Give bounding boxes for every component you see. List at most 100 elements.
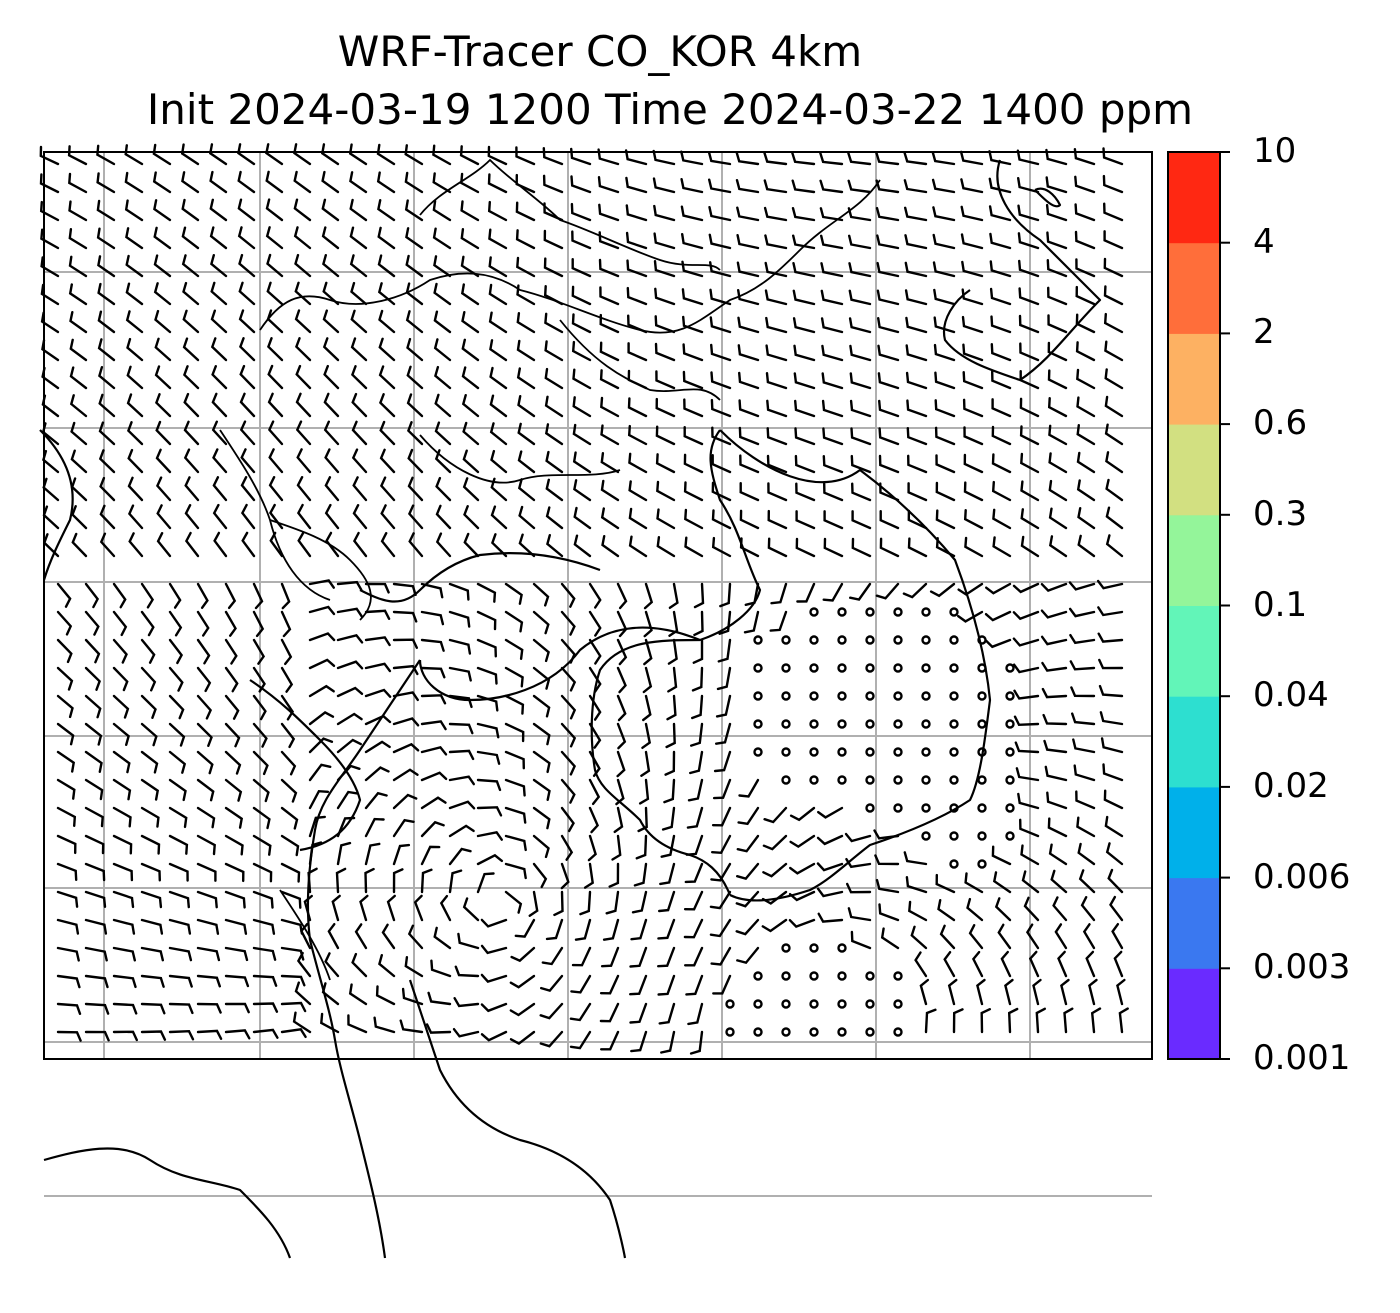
calm-marker (753, 635, 763, 645)
wind-barb (322, 281, 340, 306)
wind-barb (224, 638, 238, 665)
wind-barb (504, 722, 525, 743)
wind-barb (239, 364, 256, 390)
wind-barb (1075, 258, 1096, 278)
wind-barb (1047, 817, 1068, 838)
wind-barb (267, 337, 284, 362)
wind-barb (878, 903, 900, 922)
wind-barb (1000, 950, 1012, 978)
wind-barb (1040, 609, 1068, 619)
wind-barb (904, 234, 928, 250)
wind-barb (553, 890, 564, 917)
wind-barb (69, 338, 88, 362)
wind-barb (224, 694, 240, 720)
wind-barb (252, 1002, 279, 1013)
wind-barb (515, 146, 536, 166)
wind-barb (791, 179, 816, 194)
wind-barb (990, 315, 1012, 334)
wind-barb (69, 311, 88, 334)
calm-marker (893, 607, 903, 617)
wind-barb (433, 338, 452, 362)
wind-barb (1088, 978, 1098, 1006)
wind-barb (252, 582, 264, 610)
wind-barb (656, 536, 676, 558)
wind-barb (516, 367, 536, 390)
wind-barb (1111, 923, 1124, 950)
wind-barb (266, 309, 284, 334)
wind-barb (433, 926, 452, 950)
calm-marker (837, 747, 847, 757)
wind-barb (635, 834, 648, 860)
wind-barb (56, 862, 78, 881)
wind-barb (822, 427, 844, 446)
wind-barb (294, 981, 312, 1006)
wind-barb (112, 862, 134, 882)
wind-barb (448, 722, 474, 735)
calm-marker (837, 663, 847, 673)
wind-barb (579, 890, 592, 916)
wind-barb (588, 582, 602, 609)
wind-barb (1097, 606, 1124, 617)
wind-barb (963, 426, 984, 446)
wind-barb (914, 951, 928, 978)
wind-barb (509, 1002, 536, 1017)
wind-barb (540, 974, 564, 992)
wind-barb (448, 638, 472, 655)
wind-barb (280, 638, 293, 666)
wind-barb (280, 862, 301, 883)
wind-barb (392, 742, 420, 754)
wind-barb (1041, 687, 1068, 699)
wind-barb (1105, 534, 1124, 558)
wind-barb (352, 531, 368, 558)
wind-barb (1072, 738, 1096, 754)
wind-barb (84, 582, 100, 609)
wind-barb (350, 337, 368, 362)
wind-barb (84, 834, 105, 855)
calm-marker (949, 607, 959, 617)
wind-barb (599, 974, 620, 995)
wind-barb (168, 1002, 194, 1015)
wind-barb (1017, 792, 1040, 810)
wind-barb (710, 946, 732, 966)
calm-marker (865, 1027, 875, 1037)
wind-barb (711, 536, 732, 558)
wind-barb (1019, 425, 1040, 446)
wind-barb (97, 282, 116, 306)
wind-barb (571, 946, 592, 967)
wind-barb (739, 454, 760, 474)
wind-barb (140, 946, 164, 962)
wind-barb (480, 944, 508, 955)
wind-barb (98, 449, 116, 474)
calm-marker (809, 719, 819, 729)
wind-barb (542, 174, 564, 194)
wind-barb (793, 372, 816, 390)
wind-barb (308, 710, 335, 726)
wind-barb (351, 952, 368, 978)
wind-barb (420, 582, 444, 599)
wind-barb (739, 482, 760, 502)
wind-barb (112, 666, 129, 692)
wind-barb (964, 536, 984, 558)
wind-barb (364, 791, 388, 810)
wind-barb (1104, 340, 1124, 362)
wind-barb (224, 1002, 250, 1014)
colorbar-tick-label: 0.04 (1253, 675, 1329, 716)
wind-barb (765, 372, 788, 390)
wind-barb (931, 151, 956, 166)
wind-barb (268, 476, 284, 502)
wind-barb (598, 258, 620, 278)
wind-barb (517, 450, 536, 474)
wind-barb (819, 179, 844, 194)
wind-barb (168, 582, 182, 609)
wind-barb (39, 200, 60, 222)
wind-barb (545, 450, 564, 474)
wind-barb (692, 638, 704, 664)
wind-barb (405, 254, 424, 278)
wind-barb (336, 607, 363, 618)
wind-barb (292, 1011, 312, 1034)
calm-marker (977, 719, 987, 729)
wind-barb (376, 171, 396, 194)
wind-barb (599, 369, 620, 390)
wind-barb (657, 974, 676, 996)
wind-barb (879, 537, 900, 558)
